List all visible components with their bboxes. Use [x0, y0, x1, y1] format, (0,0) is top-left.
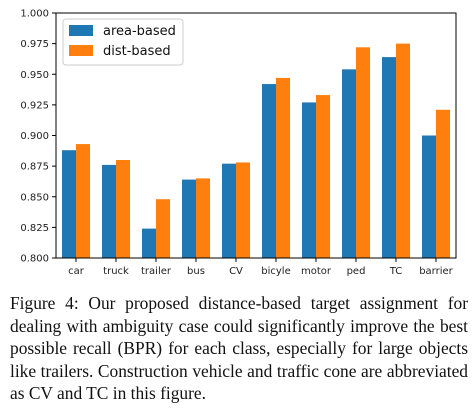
bars-layer	[62, 43, 450, 259]
y-tick-label: 0.825	[20, 223, 49, 234]
y-tick-label: 0.950	[20, 70, 49, 81]
legend-swatch-area-based	[69, 25, 93, 36]
legend: area-based dist-based	[62, 18, 184, 66]
legend-label-dist-based: dist-based	[103, 44, 171, 59]
bar-area-based-CV	[222, 163, 236, 258]
x-tick-label-TC: TC	[389, 266, 403, 277]
x-tick-label-motor: motor	[301, 266, 332, 277]
bar-dist-based-barrier	[436, 109, 450, 259]
y-tick-label: 0.925	[20, 100, 49, 111]
bar-area-based-motor	[302, 102, 316, 258]
bar-dist-based-ped	[356, 47, 370, 258]
y-tick-label: 0.850	[20, 192, 49, 203]
bar-dist-based-truck	[116, 160, 130, 258]
x-tick-label-barrier: barrier	[419, 266, 453, 277]
y-tick-label: 0.975	[20, 39, 49, 50]
y-tick-label: 0.800	[20, 254, 49, 265]
x-tick-label-CV: CV	[229, 266, 243, 277]
bar-dist-based-motor	[316, 95, 330, 258]
bar-chart-figure: 0.800 0.825 0.850 0.875 0.900 0.925 0.950 0.975…	[20, 9, 457, 277]
bar-dist-based-car	[76, 144, 90, 258]
legend-label-area-based: area-based	[103, 24, 176, 39]
legend-swatch-dist-based	[69, 45, 93, 56]
x-tick-label-truck: truck	[103, 266, 129, 277]
y-tick-label: 1.000	[20, 9, 49, 20]
bar-dist-based-trailer	[156, 199, 170, 258]
x-tick-label-bicyle: bicyle	[261, 266, 290, 277]
x-tick-label-trailer: trailer	[141, 266, 172, 277]
bar-dist-based-TC	[396, 43, 410, 258]
bar-dist-based-bus	[196, 178, 210, 258]
bar-area-based-bus	[182, 179, 196, 258]
bar-dist-based-CV	[236, 162, 250, 258]
figure-caption: Figure 4: Our proposed distance-based ta…	[10, 293, 468, 403]
bar-area-based-car	[62, 150, 76, 258]
bar-area-based-TC	[382, 57, 396, 258]
y-tick-label: 0.900	[20, 131, 49, 142]
bar-area-based-truck	[102, 164, 116, 258]
bar-area-based-ped	[342, 69, 356, 258]
x-tick-label-ped: ped	[347, 266, 366, 277]
x-axis: car truck trailer bus CV bicyle motor ped TC barr…	[68, 258, 454, 277]
bar-area-based-barrier	[422, 135, 436, 258]
x-tick-label-bus: bus	[187, 266, 205, 277]
bar-area-based-trailer	[142, 228, 156, 258]
bar-area-based-bicyle	[262, 84, 276, 258]
bar-chart: 0.800 0.825 0.850 0.875 0.900 0.925 0.950 0.975…	[20, 9, 457, 277]
y-tick-label: 0.875	[20, 162, 49, 173]
bar-dist-based-bicyle	[276, 77, 290, 258]
x-tick-label-car: car	[68, 266, 85, 277]
y-axis: 0.800 0.825 0.850 0.875 0.900 0.925 0.950 0.975…	[20, 9, 56, 265]
